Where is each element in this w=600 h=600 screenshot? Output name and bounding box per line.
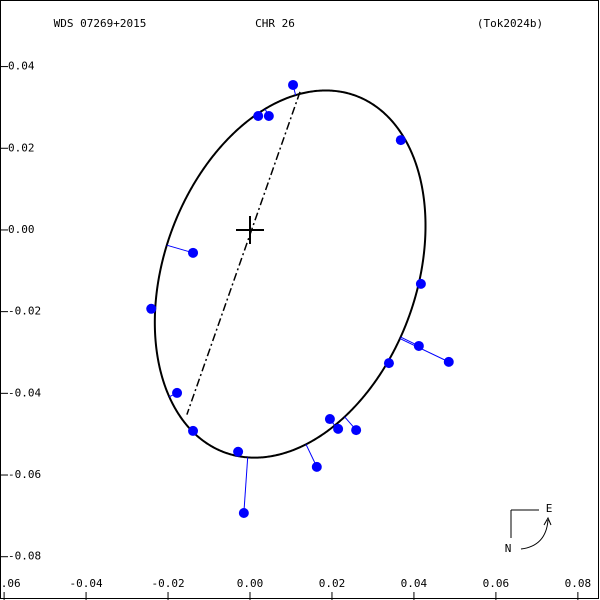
observation — [415, 278, 426, 289]
y-tick-label: 0.02 — [8, 141, 35, 154]
observation — [383, 358, 394, 369]
chart-subtitle: CHR 26 — [255, 17, 295, 30]
x-tick-label: 0.00 — [237, 577, 264, 590]
x-tick-label: 0.04 — [401, 577, 428, 590]
chart-title: WDS 07269+2015 — [54, 17, 147, 30]
observation — [311, 461, 322, 472]
orbit-ellipse — [153, 89, 427, 459]
observation — [233, 446, 244, 457]
compass-east: E — [546, 502, 553, 515]
observation — [253, 110, 264, 121]
x-tick-label: -0.06 — [0, 577, 21, 590]
compass-north: N — [505, 542, 512, 555]
observation — [395, 135, 406, 146]
observation — [172, 387, 183, 398]
residual — [399, 338, 449, 363]
reference: (Tok2024b) — [477, 17, 543, 30]
y-tick-label: 0.04 — [8, 60, 35, 73]
observation — [188, 425, 199, 436]
y-tick-label: -0.08 — [8, 550, 41, 563]
compass-arrow — [520, 516, 552, 550]
observation — [263, 110, 274, 121]
observation — [324, 414, 335, 425]
observation — [288, 79, 299, 90]
primary-star — [236, 215, 264, 244]
y-tick-label: 0.00 — [8, 223, 35, 236]
observation — [333, 423, 344, 434]
node-line — [186, 91, 301, 415]
observation — [238, 508, 249, 519]
observation — [146, 303, 157, 314]
residual — [243, 457, 249, 514]
compass — [510, 509, 552, 550]
observation — [443, 356, 454, 367]
y-tick-label: -0.02 — [8, 305, 41, 318]
observation — [188, 247, 199, 258]
observation — [351, 425, 362, 436]
observation — [413, 340, 424, 351]
x-tick-label: -0.04 — [70, 577, 103, 590]
x-tick-label: 0.06 — [483, 577, 510, 590]
y-tick-label: -0.04 — [8, 386, 41, 399]
x-tick-label: -0.02 — [151, 577, 184, 590]
y-tick-label: -0.06 — [8, 468, 41, 481]
x-tick-label: 0.02 — [319, 577, 346, 590]
x-tick-label: 0.08 — [565, 577, 592, 590]
